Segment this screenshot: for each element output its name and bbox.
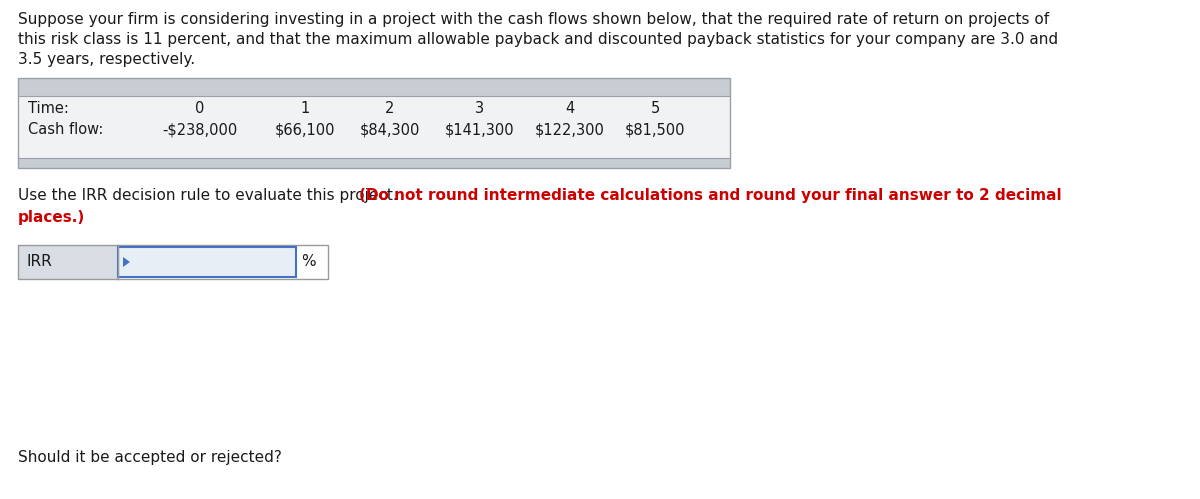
FancyBboxPatch shape: [118, 247, 296, 277]
Text: $122,300: $122,300: [535, 122, 605, 138]
Text: Suppose your firm is considering investing in a project with the cash flows show: Suppose your firm is considering investi…: [18, 12, 1049, 27]
Polygon shape: [124, 257, 130, 267]
Text: IRR: IRR: [26, 254, 52, 269]
Text: $81,500: $81,500: [625, 122, 685, 138]
Text: Should it be accepted or rejected?: Should it be accepted or rejected?: [18, 450, 282, 465]
Text: (Do not round intermediate calculations and round your final answer to 2 decimal: (Do not round intermediate calculations …: [359, 188, 1061, 203]
Text: $84,300: $84,300: [360, 122, 420, 138]
Text: 3.5 years, respectively.: 3.5 years, respectively.: [18, 52, 196, 67]
Text: $66,100: $66,100: [275, 122, 335, 138]
Text: Use the IRR decision rule to evaluate this project.: Use the IRR decision rule to evaluate th…: [18, 188, 403, 203]
Text: 5: 5: [650, 100, 660, 115]
Text: %: %: [301, 254, 316, 269]
FancyBboxPatch shape: [18, 245, 118, 279]
Text: 2: 2: [385, 100, 395, 115]
Text: 1: 1: [300, 100, 310, 115]
Text: this risk class is 11 percent, and that the maximum allowable payback and discou: this risk class is 11 percent, and that …: [18, 32, 1058, 47]
Text: 4: 4: [565, 100, 575, 115]
Text: 0: 0: [196, 100, 205, 115]
Text: 3: 3: [475, 100, 485, 115]
FancyBboxPatch shape: [18, 78, 730, 96]
Text: $141,300: $141,300: [445, 122, 515, 138]
FancyBboxPatch shape: [18, 158, 730, 168]
Text: -$238,000: -$238,000: [162, 122, 238, 138]
Text: Time:: Time:: [28, 100, 68, 115]
Text: places.): places.): [18, 210, 85, 225]
Text: Cash flow:: Cash flow:: [28, 122, 103, 138]
FancyBboxPatch shape: [18, 96, 730, 160]
